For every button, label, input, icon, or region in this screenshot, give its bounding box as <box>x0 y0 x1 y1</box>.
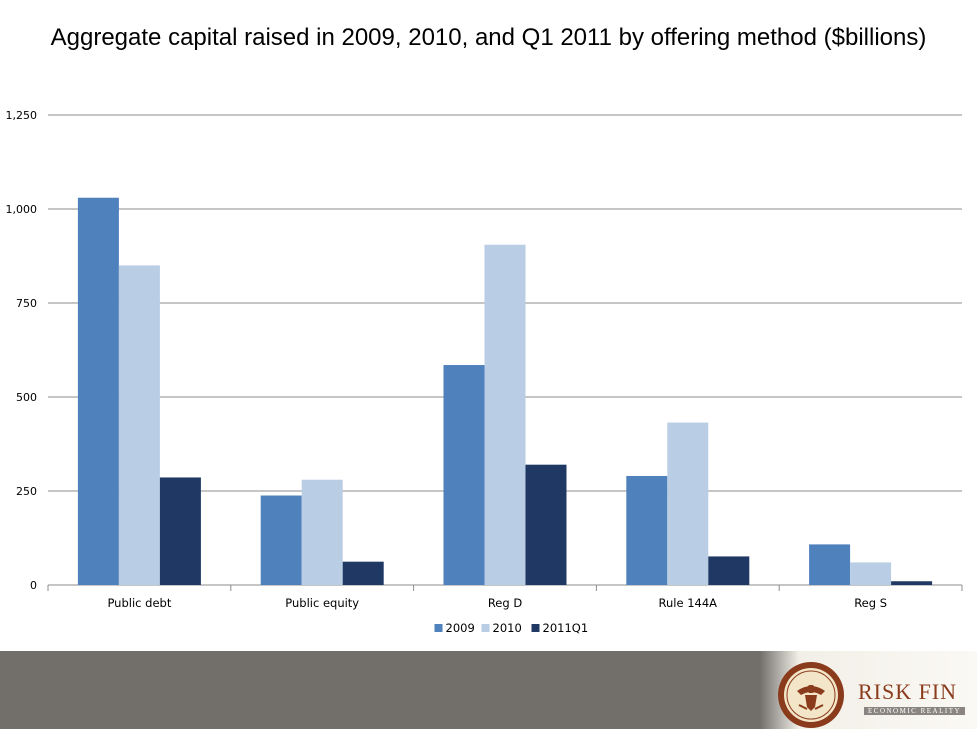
bar-reg-s-2010 <box>850 562 892 585</box>
category-label: Rule 144A <box>659 596 718 610</box>
category-label: Public equity <box>285 596 359 610</box>
y-tick-label: 1,250 <box>6 109 38 122</box>
category-label: Public debt <box>107 596 171 610</box>
category-label: Reg S <box>854 596 887 610</box>
legend-label: 2010 <box>493 621 522 635</box>
brand-name: RISK FIN <box>858 679 958 704</box>
y-tick-label: 1,000 <box>6 203 38 216</box>
x-axis <box>47 584 963 591</box>
y-tick-label: 250 <box>16 485 37 498</box>
bar-reg-d-2011q1 <box>525 464 567 585</box>
chart-title: Aggregate capital raised in 2009, 2010, … <box>50 24 927 51</box>
brand-tagline: ECONOMIC REALITY <box>864 707 966 715</box>
bar-chart: 0 250 500 750 1,000 1,250 Public debt Public e… <box>6 109 963 635</box>
bar-public-debt-2010 <box>118 265 160 585</box>
bar-public-debt-2011q1 <box>159 477 201 585</box>
y-tick-label: 500 <box>16 391 37 404</box>
legend-swatch-2010 <box>481 624 490 632</box>
bar-reg-s-2009 <box>809 544 851 585</box>
bar-rule-144a-2010 <box>667 422 709 585</box>
bar-rule-144a-2011q1 <box>708 556 750 585</box>
legend: 2009 2010 2011Q1 <box>434 621 589 635</box>
bar-public-equity-2010 <box>301 479 343 585</box>
category-label: Reg D <box>488 596 523 610</box>
sec-seal-icon <box>778 662 844 728</box>
legend-label: 2009 <box>446 621 475 635</box>
legend-swatch-2011q1 <box>531 624 540 632</box>
bar-rule-144a-2009 <box>626 475 668 585</box>
y-tick-label: 0 <box>30 579 37 592</box>
y-tick-label: 750 <box>16 297 37 310</box>
bar-public-equity-2011q1 <box>342 561 384 585</box>
legend-label: 2011Q1 <box>543 621 589 635</box>
bar-reg-s-2011q1 <box>891 581 933 585</box>
bar-public-equity-2009 <box>260 495 302 585</box>
bars <box>77 197 933 585</box>
category-labels: Public debt Public equity Reg D Rule 144A Re… <box>107 596 887 610</box>
legend-swatch-2009 <box>434 624 443 632</box>
bar-public-debt-2009 <box>77 197 119 585</box>
y-axis-ticks: 0 250 500 750 1,000 1,250 <box>6 109 38 592</box>
bar-reg-d-2010 <box>484 244 526 585</box>
bar-reg-d-2009 <box>443 365 485 585</box>
